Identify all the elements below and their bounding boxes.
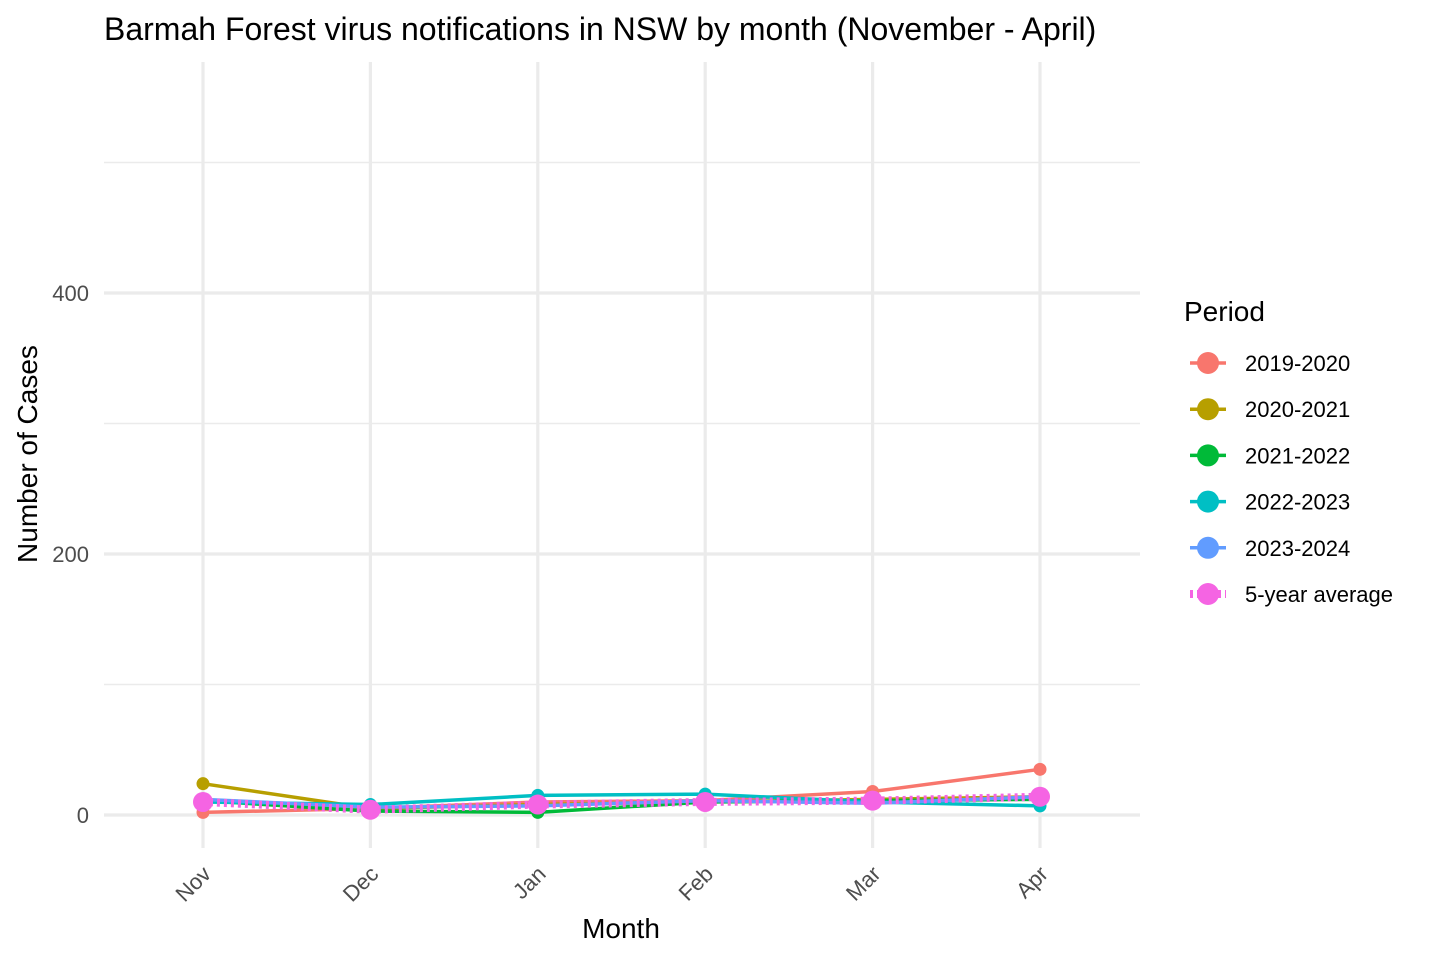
legend-label: 2019-2020 — [1245, 351, 1350, 376]
x-tick-label: Feb — [674, 861, 718, 905]
series-line — [202, 794, 1041, 809]
data-point — [193, 791, 213, 812]
x-tick-label: Apr — [1011, 861, 1053, 903]
chart-title: Barmah Forest virus notifications in NSW… — [104, 11, 1096, 47]
legend: Period 2019-2020 2020-2021 2021-2022 2022-2… — [1184, 296, 1393, 607]
legend-key-point — [1197, 490, 1219, 513]
legend-label: 2023-2024 — [1245, 536, 1350, 561]
data-point — [527, 794, 548, 815]
legend-item: 2022-2023 — [1190, 490, 1350, 515]
legend-item: 2020-2021 — [1190, 397, 1350, 422]
y-axis-title: Number of Cases — [12, 345, 43, 563]
legend-title: Period — [1184, 296, 1265, 327]
x-axis-title: Month — [582, 913, 660, 944]
legend-item: 2023-2024 — [1190, 536, 1350, 561]
data-point — [196, 777, 210, 791]
legend-item: 2021-2022 — [1190, 443, 1350, 468]
x-tick-label: Dec — [338, 861, 383, 906]
legend-key-point — [1197, 398, 1219, 421]
x-tick-label: Nov — [171, 861, 216, 906]
y-tick-label: 200 — [52, 542, 89, 567]
series-layer — [193, 762, 1050, 820]
x-tick-label: Jan — [508, 861, 551, 904]
x-tick-label: Mar — [841, 861, 885, 905]
data-point — [695, 791, 716, 812]
y-tick-label: 0 — [77, 803, 89, 828]
legend-item: 2019-2020 — [1190, 351, 1350, 376]
legend-key-point — [1197, 444, 1219, 467]
legend-label: 5-year average — [1245, 582, 1393, 607]
legend-label: 2021-2022 — [1245, 443, 1350, 468]
legend-key-point — [1197, 352, 1219, 374]
legend-label: 2020-2021 — [1245, 397, 1350, 422]
legend-key-point — [1197, 536, 1219, 559]
series-5-year-average — [193, 786, 1050, 820]
legend-item: 5-year average — [1190, 582, 1393, 607]
data-point — [1033, 762, 1047, 776]
legend-label: 2022-2023 — [1245, 490, 1350, 515]
data-point — [862, 790, 883, 811]
grid — [104, 62, 1140, 848]
data-point — [360, 799, 381, 820]
data-point — [1030, 786, 1050, 807]
y-tick-label: 400 — [52, 281, 89, 306]
legend-key-point — [1197, 583, 1219, 605]
